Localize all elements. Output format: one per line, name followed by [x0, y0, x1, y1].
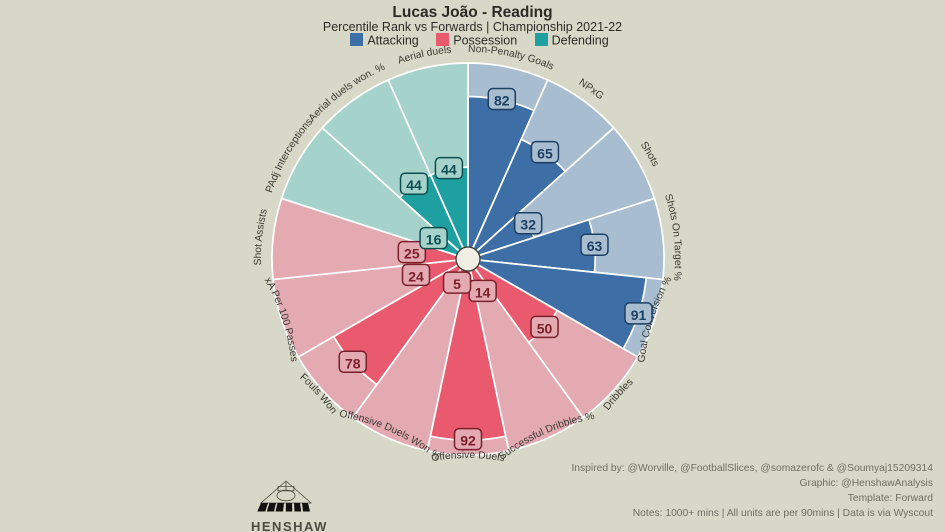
svg-text:14: 14 [475, 284, 491, 300]
svg-text:Aerial duels: Aerial duels [396, 45, 451, 67]
svg-text:32: 32 [520, 217, 536, 233]
svg-text:Offensive Duels: Offensive Duels [431, 450, 506, 464]
svg-text:63: 63 [587, 238, 603, 254]
svg-text:5: 5 [453, 276, 461, 292]
svg-text:24: 24 [408, 268, 424, 284]
svg-text:44: 44 [406, 177, 422, 193]
svg-text:Shot Assists: Shot Assists [253, 208, 270, 266]
svg-text:65: 65 [537, 146, 553, 162]
svg-text:Shots On Target %: Shots On Target % [662, 193, 683, 281]
svg-text:78: 78 [345, 355, 361, 371]
svg-text:82: 82 [494, 93, 510, 109]
svg-text:16: 16 [426, 232, 442, 248]
svg-text:50: 50 [537, 320, 553, 336]
svg-text:44: 44 [441, 162, 457, 178]
svg-text:25: 25 [404, 246, 420, 262]
svg-text:92: 92 [460, 433, 476, 449]
svg-text:91: 91 [631, 307, 647, 323]
svg-text:Shots: Shots [638, 140, 661, 169]
